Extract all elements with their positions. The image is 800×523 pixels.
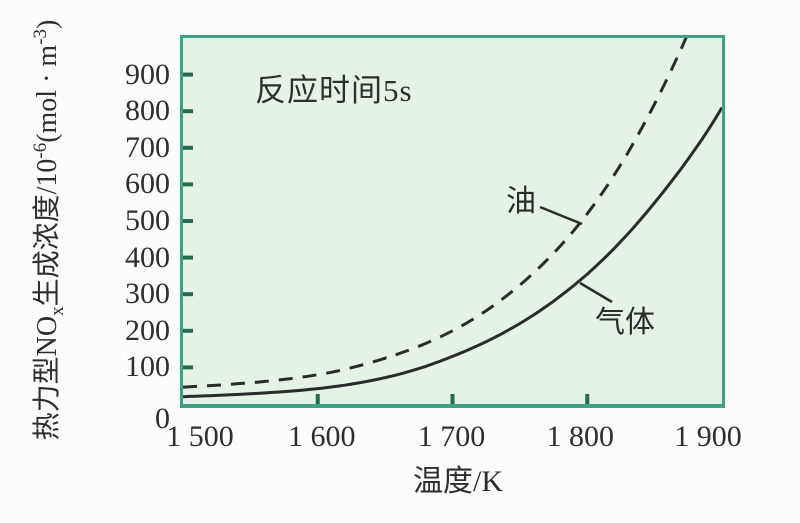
y-tick-label: 900 bbox=[125, 57, 170, 91]
x-axis-title: 温度/K bbox=[413, 465, 503, 498]
curves-svg bbox=[183, 38, 722, 404]
y-tick-label: 600 bbox=[125, 167, 170, 201]
x-tick-label: 1 500 bbox=[166, 420, 234, 453]
y-tick-label: 400 bbox=[125, 240, 170, 274]
curve-oil bbox=[183, 38, 688, 389]
y-tick-label: 700 bbox=[125, 130, 170, 164]
y-axis-title-part: ) bbox=[32, 19, 64, 29]
annotation-reaction-time: 反应时间5s bbox=[255, 73, 413, 108]
y-axis-title-superscript: -3 bbox=[29, 28, 51, 45]
y-tick-label: 800 bbox=[125, 94, 170, 128]
leader-line bbox=[539, 205, 583, 226]
series-label-gas: 气体 bbox=[595, 306, 655, 339]
series-label-oil: 油 bbox=[506, 185, 536, 218]
y-tick-label: 0 bbox=[155, 402, 170, 435]
x-tick-label: 1 700 bbox=[417, 420, 486, 453]
x-tick-label: 1 900 bbox=[674, 420, 742, 453]
y-tick-label: 500 bbox=[125, 204, 170, 237]
leader-line bbox=[579, 281, 613, 304]
y-tick-label: 100 bbox=[125, 350, 170, 384]
x-tick-label: 1 600 bbox=[288, 420, 356, 453]
x-tick-label: 1 800 bbox=[546, 420, 615, 453]
curve-gas bbox=[183, 106, 722, 399]
y-tick-label: 200 bbox=[125, 313, 170, 347]
y-tick-label: 300 bbox=[125, 277, 170, 311]
plot-area: 反应时间5s 油 气体 bbox=[180, 35, 725, 408]
